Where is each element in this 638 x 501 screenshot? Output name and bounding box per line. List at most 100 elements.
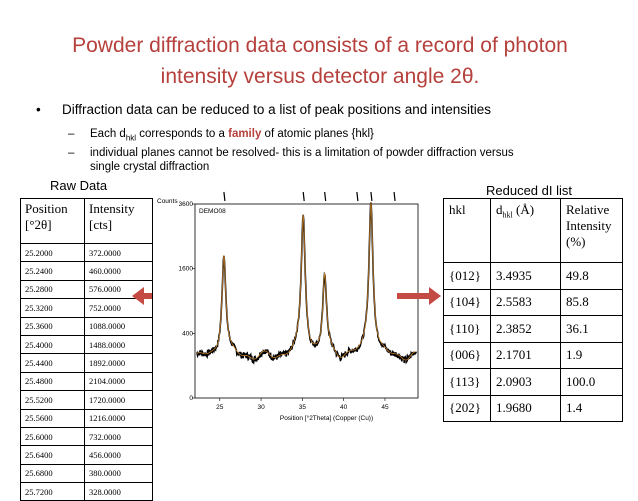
relative-intensity-cell: 1.9 <box>560 341 623 369</box>
hkl-cell: {012} <box>443 262 491 290</box>
position-cell: 25.2000 <box>20 242 85 263</box>
plot-frame <box>194 203 419 399</box>
table-row: 25.4000 1488.0000 <box>20 334 153 355</box>
sample-label: DEMO08 <box>199 208 226 215</box>
position-cell: 25.2800 <box>20 279 85 300</box>
y-tick-label: 3600 <box>179 201 194 208</box>
y-tick-label: 400 <box>182 330 193 337</box>
title-line-1: Powder diffraction data consists of a re… <box>72 34 568 57</box>
sub1-subscript: hkl <box>125 133 137 143</box>
intensity-cell: 1892.0000 <box>84 353 153 373</box>
relative-intensity-header: Relative Intensity (%) <box>560 198 623 263</box>
hkl-header: hkl <box>443 198 491 263</box>
arrow-to-raw-peak <box>397 287 441 305</box>
d-spacing-cell: 2.5583 <box>490 288 561 316</box>
bullet-text: Diffraction data can be reduced to a lis… <box>62 102 492 117</box>
dash-mark: – <box>68 147 75 159</box>
position-cell: 25.5200 <box>20 390 85 410</box>
hkl-cell: {110} <box>443 315 491 343</box>
position-cell: 25.6800 <box>20 463 85 484</box>
intensity-cell: 2104.0000 <box>84 371 153 392</box>
table-row: 25.7200 328.0000 <box>20 482 153 501</box>
diffraction-chart: Counts DEMO08 0 400 1600 3600 25 30 35 40 45 Positi… <box>157 191 419 422</box>
intensity-cell: 460.0000 <box>84 261 153 281</box>
intensity-cell: 1088.0000 <box>84 316 153 336</box>
reduced-dI-table: hkl dhkl (Å) Relative Intensity (%) {012} 3… <box>443 198 623 422</box>
table-row: 25.6000 732.0000 <box>20 426 153 447</box>
d-spacing-cell: 3.4935 <box>490 262 561 290</box>
position-cell: 25.7200 <box>20 482 85 501</box>
hkl-cell: {006} <box>443 341 491 369</box>
intensity-cell: 732.0000 <box>84 426 153 447</box>
relative-intensity-cell: 36.1 <box>560 315 623 343</box>
reflection-marker <box>370 191 373 202</box>
x-tick-label: 25 <box>216 404 224 411</box>
table-row: {006} 2.1701 1.9 <box>443 341 623 369</box>
position-cell: 25.6400 <box>20 445 85 465</box>
sub1-mid: corresponds to a <box>136 128 229 140</box>
intensity-cell: 372.0000 <box>84 242 153 263</box>
relative-intensity-cell: 49.8 <box>560 262 623 290</box>
table-row: 25.5600 1216.0000 <box>20 408 153 428</box>
reduced-list-caption: Reduced dI list <box>486 183 572 198</box>
table-row: 25.5200 1720.0000 <box>20 390 153 410</box>
reduced-table-header: hkl dhkl (Å) Relative Intensity (%) <box>443 198 623 263</box>
table-row: 25.3200 752.0000 <box>20 298 153 318</box>
d-spacing-header: dhkl (Å) <box>490 198 561 263</box>
table-row: {104} 2.5583 85.8 <box>443 288 623 316</box>
sub1-post: of atomic planes {hkl} <box>261 128 374 140</box>
position-cell: 25.3600 <box>20 316 85 336</box>
intensity-header: Intensity [cts] <box>84 198 153 244</box>
table-row: 25.4400 1892.0000 <box>20 353 153 373</box>
d-spacing-cell: 1.9680 <box>490 394 561 422</box>
relative-intensity-cell: 1.4 <box>560 394 623 422</box>
intensity-cell: 328.0000 <box>84 482 153 501</box>
sub2-line-2: single crystal diffraction <box>90 161 210 173</box>
d-spacing-cell: 2.0903 <box>490 368 561 396</box>
hkl-cell: {104} <box>443 288 491 316</box>
y-axis-label: Counts <box>157 198 178 205</box>
reflection-marker <box>324 191 327 202</box>
reflection-marker <box>223 191 226 202</box>
position-cell: 25.4800 <box>20 371 85 392</box>
intensity-cell: 1720.0000 <box>84 390 153 410</box>
y-tick-label: 1600 <box>179 266 194 273</box>
hkl-cell: {202} <box>443 394 491 422</box>
position-cell: 25.4400 <box>20 353 85 373</box>
series-line-measured <box>195 202 417 365</box>
x-axis-label: Position [°2Theta] (Copper (Cu)) <box>280 414 373 422</box>
raw-table-header: Position [°2θ] Intensity [cts] <box>20 198 153 244</box>
table-row: {012} 3.4935 49.8 <box>443 262 623 290</box>
sub-bullet-1-text: Each dhkl corresponds to a family of ato… <box>90 127 374 145</box>
relative-intensity-cell: 100.0 <box>560 368 623 396</box>
position-header: Position [°2θ] <box>20 198 85 244</box>
position-cell: 25.6000 <box>20 426 85 447</box>
intensity-cell: 1216.0000 <box>84 408 153 428</box>
dash-mark: – <box>68 128 75 140</box>
table-row: {113} 2.0903 100.0 <box>443 368 623 396</box>
position-cell: 25.5600 <box>20 408 85 428</box>
title-line-2: intensity versus detector angle 2θ. <box>160 65 480 88</box>
table-row: 25.2400 460.0000 <box>20 261 153 281</box>
table-row: {110} 2.3852 36.1 <box>443 315 623 343</box>
bullet-mark: • <box>36 102 41 117</box>
x-tick-label: 30 <box>257 404 265 411</box>
table-row: 25.6400 456.0000 <box>20 445 153 465</box>
sub-bullet-2-text: individual planes cannot be resolved- th… <box>90 146 514 174</box>
position-cell: 25.2400 <box>20 261 85 281</box>
table-row: {202} 1.9680 1.4 <box>443 394 623 422</box>
family-word: family <box>228 128 262 140</box>
table-row: 25.3600 1088.0000 <box>20 316 153 336</box>
hkl-cell: {113} <box>443 368 491 396</box>
arrow-from-table <box>132 287 152 305</box>
sub2-line-1: individual planes cannot be resolved- th… <box>90 147 514 159</box>
intensity-cell: 1488.0000 <box>84 334 153 355</box>
reflection-marker <box>302 191 305 202</box>
raw-data-table: Position [°2θ] Intensity [cts] 25.2000 372.… <box>20 198 153 501</box>
relative-intensity-cell: 85.8 <box>560 288 623 316</box>
position-cell: 25.4000 <box>20 334 85 355</box>
x-tick-label: 40 <box>340 404 348 411</box>
slide-title: Powder diffraction data consists of a re… <box>20 30 620 92</box>
d-spacing-cell: 2.3852 <box>490 315 561 343</box>
series-line-fit <box>196 202 417 361</box>
